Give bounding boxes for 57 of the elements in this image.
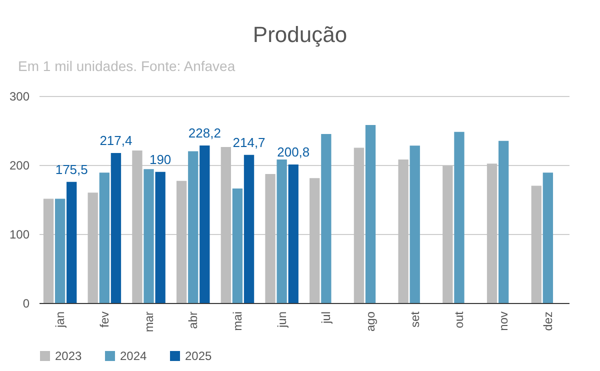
y-tick-label: 0	[22, 296, 30, 310]
x-tick-label: nov	[496, 312, 511, 331]
bar	[200, 146, 210, 303]
bar	[188, 151, 198, 303]
bar	[288, 164, 298, 303]
legend-label: 2024	[120, 349, 148, 363]
legend-label: 2023	[55, 349, 82, 363]
legend-label: 2025	[185, 349, 212, 363]
bar	[155, 172, 166, 303]
bar	[398, 159, 408, 303]
x-tick-label: set	[408, 310, 422, 328]
data-label: 214,7	[232, 134, 266, 150]
bar	[54, 198, 66, 303]
bar	[66, 182, 77, 303]
bar	[132, 150, 142, 303]
data-label: 217,4	[100, 132, 132, 148]
bar	[498, 140, 509, 303]
x-tick-label: jul	[319, 312, 334, 325]
bar	[232, 188, 243, 303]
bar	[88, 192, 98, 303]
bar	[144, 169, 154, 303]
x-tick-label: abr	[186, 311, 200, 329]
x-tick-label: out	[452, 310, 466, 328]
y-tick-label: 200	[9, 158, 30, 172]
bar	[454, 132, 464, 303]
bar	[110, 152, 122, 303]
bar	[99, 172, 110, 303]
bar	[486, 164, 498, 303]
data-label: 190	[149, 152, 172, 167]
data-label: 228,2	[188, 126, 221, 141]
bar	[542, 172, 554, 303]
bar	[442, 166, 453, 303]
bar	[276, 159, 287, 303]
chart-subtitle: Em 1 mil unidades. Fonte: Anfavea	[17, 58, 236, 76]
x-tick-label: jun	[274, 312, 289, 329]
bar	[365, 124, 376, 303]
bar	[176, 180, 187, 303]
x-tick-label: jan	[53, 312, 68, 329]
y-tick-label: 100	[9, 228, 30, 242]
x-tick-label: mai	[230, 312, 244, 331]
bar	[410, 146, 420, 303]
data-label: 175,5	[55, 162, 88, 177]
y-tick-label: 300	[9, 90, 30, 104]
data-label: 200,8	[277, 144, 310, 160]
bar	[354, 148, 364, 303]
bar	[265, 174, 276, 303]
bar	[321, 134, 332, 303]
chart-title: Produção	[252, 21, 348, 49]
bar	[244, 154, 254, 303]
x-tick-label: fev	[97, 312, 112, 328]
x-tick-label: dez	[540, 312, 555, 331]
x-tick-label: ago	[364, 311, 378, 332]
x-tick-label: mar	[142, 312, 156, 332]
bar	[310, 178, 320, 303]
bar	[531, 186, 542, 303]
bar	[220, 147, 232, 303]
bar	[43, 198, 54, 303]
